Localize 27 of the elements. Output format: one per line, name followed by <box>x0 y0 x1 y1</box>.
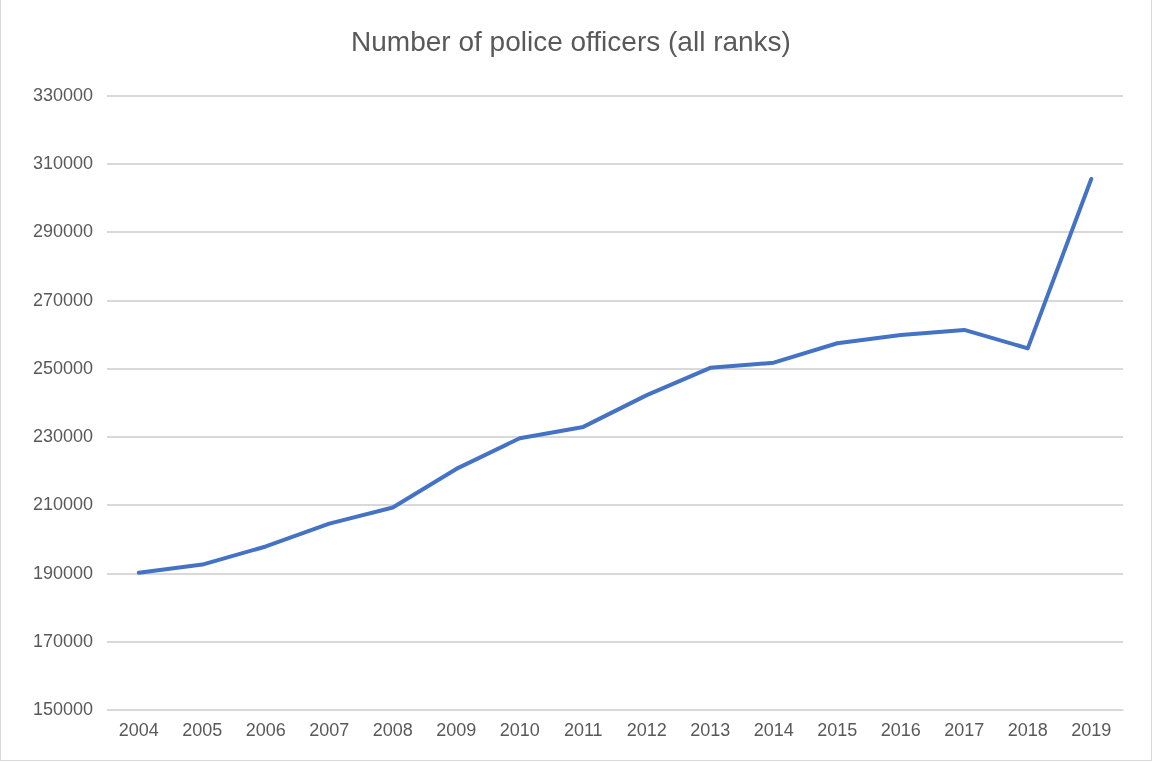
x-tick-label: 2019 <box>1071 720 1112 741</box>
x-tick-label: 2017 <box>944 720 985 741</box>
x-tick-label: 2013 <box>690 720 731 741</box>
x-tick-label: 2015 <box>817 720 858 741</box>
x-tick-label: 2018 <box>1007 720 1048 741</box>
x-tick-label: 2016 <box>880 720 921 741</box>
x-tick-label: 2006 <box>245 720 286 741</box>
x-tick-label: 2011 <box>563 720 603 741</box>
x-tick-label: 2012 <box>626 720 667 741</box>
y-tick-label: 170000 <box>32 631 94 652</box>
x-tick-label: 2005 <box>182 720 223 741</box>
x-tick-label: 2007 <box>309 720 350 741</box>
y-tick-label: 230000 <box>32 426 94 447</box>
x-tick-label: 2008 <box>372 720 413 741</box>
y-tick-label: 250000 <box>32 357 94 378</box>
y-tick-label: 270000 <box>32 289 94 310</box>
y-tick-label: 290000 <box>32 221 94 242</box>
x-tick-label: 2009 <box>436 720 477 741</box>
x-tick-label: 2010 <box>499 720 540 741</box>
chart-title: Number of police officers (all ranks) <box>351 25 791 57</box>
x-tick-label: 2014 <box>753 720 794 741</box>
y-tick-label: 150000 <box>32 699 94 720</box>
x-tick-label: 2004 <box>118 720 159 741</box>
y-tick-label: 330000 <box>32 84 94 105</box>
y-tick-label: 310000 <box>32 152 94 173</box>
y-tick-label: 190000 <box>32 562 94 583</box>
y-tick-label: 210000 <box>32 494 94 515</box>
